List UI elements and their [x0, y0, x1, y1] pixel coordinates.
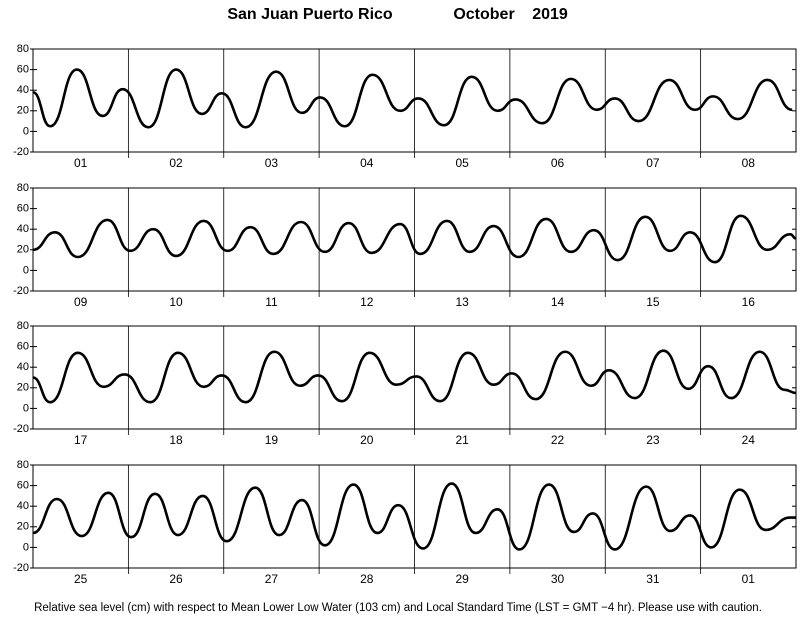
- x-tick-label: 23: [646, 433, 660, 447]
- x-tick-label: 28: [360, 572, 374, 586]
- y-tick-label: 20: [17, 244, 29, 256]
- x-tick-label: 12: [360, 295, 374, 309]
- y-tick-label: 20: [17, 382, 29, 394]
- y-tick-label: 80: [17, 320, 29, 332]
- x-tick-label: 14: [551, 295, 565, 309]
- x-tick-label: 20: [360, 433, 374, 447]
- x-tick-label: 01: [742, 572, 756, 586]
- x-tick-label: 21: [456, 433, 470, 447]
- y-tick-label: 0: [23, 125, 29, 137]
- x-tick-label: 31: [646, 572, 660, 586]
- x-tick-label: 16: [742, 295, 756, 309]
- x-tick-label: 03: [265, 156, 279, 170]
- y-tick-label: 20: [17, 105, 29, 117]
- x-tick-label: 24: [742, 433, 756, 447]
- chart-month: October: [453, 6, 514, 23]
- footnote: Relative sea level (cm) with respect to …: [34, 602, 762, 614]
- y-tick-label: -20: [13, 562, 29, 574]
- x-tick-label: 05: [456, 156, 470, 170]
- x-tick-label: 29: [456, 572, 470, 586]
- y-tick-label: 0: [23, 264, 29, 276]
- y-tick-label: 20: [17, 521, 29, 533]
- x-tick-label: 17: [74, 433, 88, 447]
- y-tick-label: 80: [17, 43, 29, 55]
- x-tick-label: 15: [646, 295, 660, 309]
- tide-line: [32, 349, 797, 404]
- chart-year: 2019: [532, 6, 568, 23]
- x-tick-label: 30: [551, 572, 565, 586]
- y-tick-label: 80: [17, 182, 29, 194]
- tide-line: [32, 482, 796, 551]
- y-tick-label: 40: [17, 361, 29, 373]
- x-tick-label: 09: [74, 295, 88, 309]
- x-tick-label: 01: [74, 156, 88, 170]
- y-tick-label: 40: [17, 500, 29, 512]
- y-tick-label: 0: [23, 402, 29, 414]
- chart-title: San Juan Puerto Rico: [227, 6, 393, 23]
- y-tick-label: 60: [17, 341, 29, 353]
- x-tick-label: 02: [169, 156, 183, 170]
- y-tick-label: 40: [17, 84, 29, 96]
- x-tick-label: 13: [456, 295, 470, 309]
- x-tick-label: 06: [551, 156, 565, 170]
- y-tick-label: -20: [13, 146, 29, 158]
- x-tick-label: 04: [360, 156, 374, 170]
- x-tick-label: 11: [265, 295, 278, 309]
- y-tick-label: 60: [17, 64, 29, 76]
- x-tick-label: 27: [265, 572, 279, 586]
- x-tick-label: 10: [169, 295, 183, 309]
- y-tick-label: 40: [17, 223, 29, 235]
- tide-line: [32, 214, 797, 264]
- x-tick-label: 07: [646, 156, 660, 170]
- x-tick-label: 22: [551, 433, 565, 447]
- y-tick-label: 60: [17, 480, 29, 492]
- x-tick-label: 08: [742, 156, 756, 170]
- tide-line: [32, 68, 793, 129]
- y-tick-label: -20: [13, 423, 29, 435]
- y-tick-label: 0: [23, 541, 29, 553]
- y-tick-label: -20: [13, 285, 29, 297]
- y-tick-label: 60: [17, 203, 29, 215]
- x-tick-label: 18: [169, 433, 183, 447]
- y-tick-label: 80: [17, 459, 29, 471]
- x-tick-label: 26: [169, 572, 183, 586]
- x-tick-label: 25: [74, 572, 88, 586]
- x-tick-label: 19: [265, 433, 279, 447]
